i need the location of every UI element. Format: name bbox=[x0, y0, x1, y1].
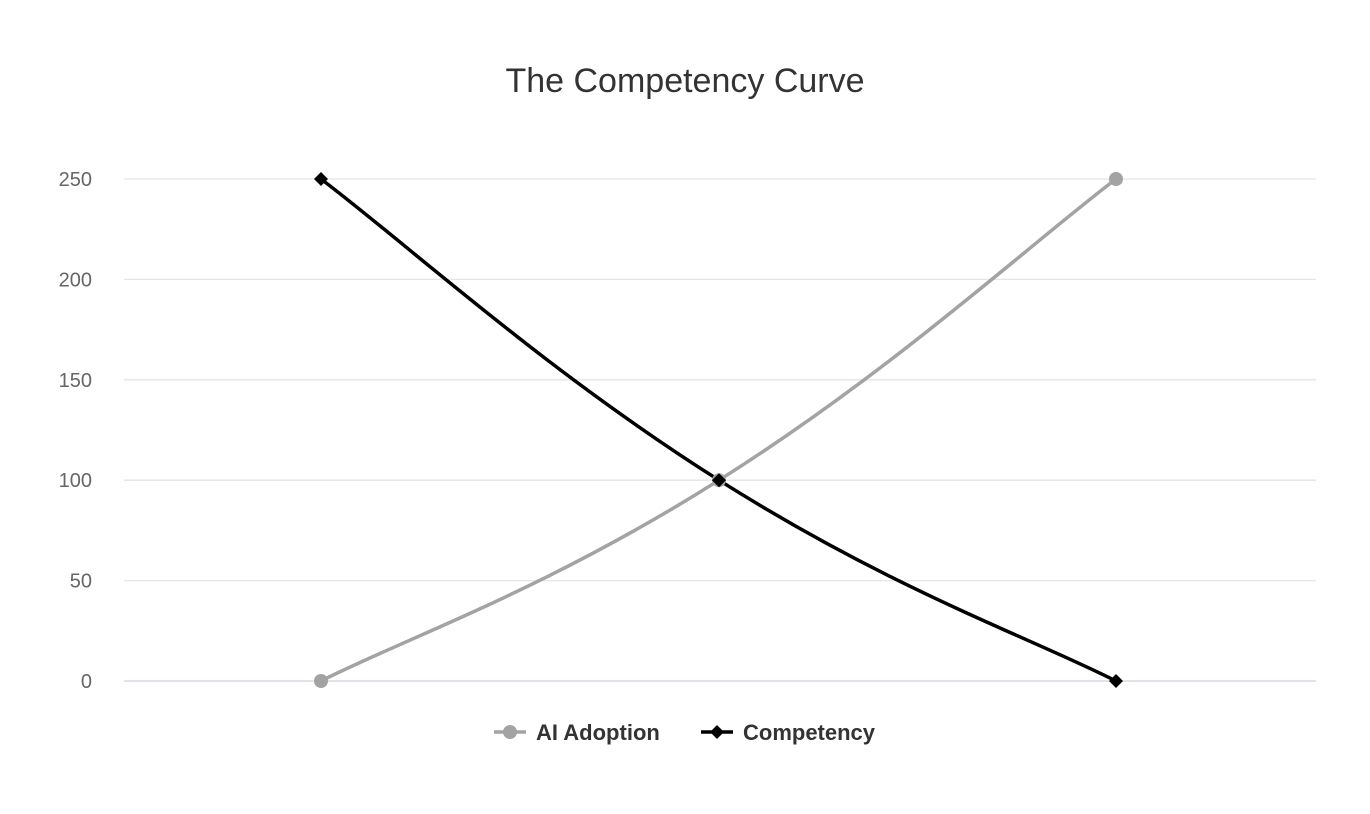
competency-point bbox=[314, 172, 328, 186]
legend-item-competency[interactable]: Competency bbox=[701, 720, 876, 745]
legend-label: Competency bbox=[743, 720, 876, 745]
y-tick-label: 150 bbox=[59, 370, 92, 392]
legend: AI Adoption Competency bbox=[494, 720, 876, 745]
y-tick-label: 100 bbox=[59, 470, 92, 492]
series-lines bbox=[319, 177, 1118, 683]
competency-point bbox=[712, 473, 726, 488]
y-tick-label: 0 bbox=[81, 671, 92, 693]
competency-point bbox=[1109, 674, 1123, 688]
y-tick-label: 200 bbox=[59, 269, 92, 291]
chart-title: The Competency Curve bbox=[505, 62, 864, 100]
series-markers bbox=[314, 172, 1123, 688]
legend-swatch-marker bbox=[710, 725, 724, 739]
gridlines bbox=[124, 178, 1316, 682]
competency-line bbox=[319, 177, 1118, 683]
ai-adoption-point bbox=[1109, 172, 1123, 186]
legend-label: AI Adoption bbox=[536, 720, 660, 745]
legend-swatch-marker bbox=[503, 725, 517, 739]
ai-adoption-line bbox=[319, 177, 1118, 683]
ai-adoption-point bbox=[314, 674, 328, 688]
legend-item-ai-adoption[interactable]: AI Adoption bbox=[494, 720, 660, 745]
y-tick-label: 250 bbox=[59, 169, 92, 191]
y-tick-label: 50 bbox=[70, 571, 92, 593]
y-axis-ticks: 0 50 100 150 200 250 bbox=[59, 169, 92, 693]
